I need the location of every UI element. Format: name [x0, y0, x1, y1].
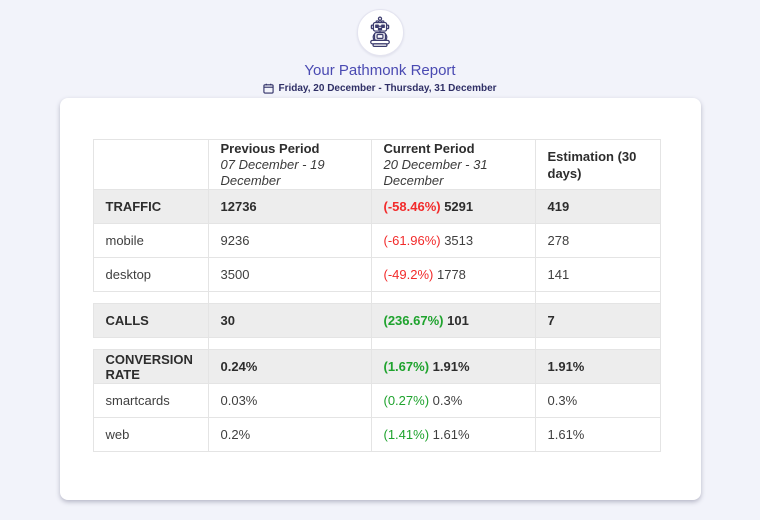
metric-label-cell: desktop: [92, 257, 209, 292]
previous-value-cell: 9236: [207, 223, 372, 258]
previous-value-cell: 0.03%: [207, 383, 372, 418]
spacer-cell: [207, 291, 372, 304]
page-title: Your Pathmonk Report: [304, 62, 456, 79]
metric-sub-row: smartcards 0.03% (0.27%) 0.3% 0.3%: [92, 383, 661, 418]
calendar-icon: [263, 83, 275, 94]
metric-label-cell: smartcards: [92, 383, 209, 418]
estimation-value-cell: 141: [534, 257, 661, 292]
current-value: 5291: [444, 199, 474, 214]
table-header-row: Previous Period 07 December - 19 Decembe…: [92, 139, 661, 190]
spacer-cell: [534, 337, 661, 350]
estimation-value-cell: 0.3%: [534, 383, 661, 418]
current-value-cell: (1.41%) 1.61%: [370, 417, 536, 452]
current-value: 1778: [436, 267, 466, 282]
previous-value-cell: 0.24%: [207, 349, 372, 384]
column-title: Current Period: [383, 141, 475, 156]
spacer-cell: [534, 291, 661, 304]
previous-value-cell: 3500: [207, 257, 372, 292]
column-subtitle: 07 December - 19 December: [220, 157, 325, 188]
spacer-cell: [93, 337, 209, 350]
column-header-current-period: Current Period 20 December - 31 December: [370, 139, 536, 190]
estimation-value-cell: 278: [534, 223, 661, 258]
estimation-value-cell: 7: [534, 303, 661, 338]
current-value: 3513: [444, 233, 474, 248]
column-subtitle: 20 December - 31 December: [383, 157, 488, 188]
previous-value-cell: 12736: [207, 189, 372, 224]
metric-section-row: CONVERSION RATE 0.24% (1.67%) 1.91% 1.91%: [92, 349, 661, 384]
metric-label-cell: TRAFFIC: [92, 189, 209, 224]
change-percent: (-58.46%): [383, 199, 441, 214]
spacer-row: [93, 291, 661, 304]
spacer-cell: [207, 337, 372, 350]
metric-label-cell: mobile: [92, 223, 209, 258]
column-header-estimation: Estimation (30 days): [534, 139, 661, 190]
metric-label-cell: CALLS: [92, 303, 209, 338]
pathmonk-logo: [356, 9, 404, 56]
current-value: 1.61%: [432, 427, 470, 442]
change-percent: (-49.2%): [383, 267, 434, 282]
metric-label-cell: web: [92, 417, 209, 452]
column-title: Estimation (30 days): [547, 148, 637, 181]
current-value: 1.91%: [432, 359, 470, 374]
spacer-row: [93, 337, 661, 350]
metric-sub-row: mobile 9236 (-61.96%) 3513 278: [92, 223, 661, 258]
previous-value-cell: 30: [207, 303, 372, 338]
metric-sub-row: desktop 3500 (-49.2%) 1778 141: [92, 257, 661, 292]
previous-value-cell: 0.2%: [207, 417, 372, 452]
column-header-metric: [92, 139, 209, 190]
estimation-value-cell: 419: [534, 189, 661, 224]
spacer-cell: [370, 291, 536, 304]
spacer-cell: [93, 291, 209, 304]
change-percent: (0.27%): [383, 393, 430, 408]
report-table-body: TRAFFIC 12736 (-58.46%) 5291 419 mobile 9236(…: [92, 189, 661, 452]
estimation-value-cell: 1.91%: [534, 349, 661, 384]
change-percent: (-61.96%): [383, 233, 441, 248]
column-title: Previous Period: [220, 141, 320, 156]
column-header-previous-period: Previous Period 07 December - 19 Decembe…: [207, 139, 372, 190]
current-value-cell: (-49.2%) 1778: [370, 257, 536, 292]
date-range-badge: Friday, 20 December - Thursday, 31 Decem…: [0, 83, 760, 94]
spacer-cell: [370, 337, 536, 350]
current-value-cell: (0.27%) 0.3%: [370, 383, 536, 418]
change-percent: (1.67%): [383, 359, 430, 374]
current-value: 0.3%: [432, 393, 463, 408]
current-value-cell: (-58.46%) 5291: [370, 189, 536, 224]
current-value-cell: (1.67%) 1.91%: [370, 349, 536, 384]
current-value-cell: (-61.96%) 3513: [370, 223, 536, 258]
date-range-text: Friday, 20 December - Thursday, 31 Decem…: [278, 83, 497, 94]
robot-icon: [370, 16, 390, 47]
metric-sub-row: web 0.2% (1.41%) 1.61% 1.61%: [92, 417, 661, 452]
metric-section-row: TRAFFIC 12736 (-58.46%) 5291 419: [92, 189, 661, 224]
report-table: Previous Period 07 December - 19 Decembe…: [92, 139, 661, 452]
report-card: Previous Period 07 December - 19 Decembe…: [59, 98, 701, 500]
estimation-value-cell: 1.61%: [534, 417, 661, 452]
current-value: 101: [447, 313, 469, 328]
metric-section-row: CALLS 30 (236.67%) 101 7: [92, 303, 661, 338]
current-value-cell: (236.67%) 101: [370, 303, 536, 338]
report-header: Your Pathmonk Report Friday, 20 December…: [0, 0, 760, 94]
change-percent: (236.67%): [383, 313, 444, 328]
change-percent: (1.41%): [383, 427, 430, 442]
metric-label-cell: CONVERSION RATE: [92, 349, 209, 384]
